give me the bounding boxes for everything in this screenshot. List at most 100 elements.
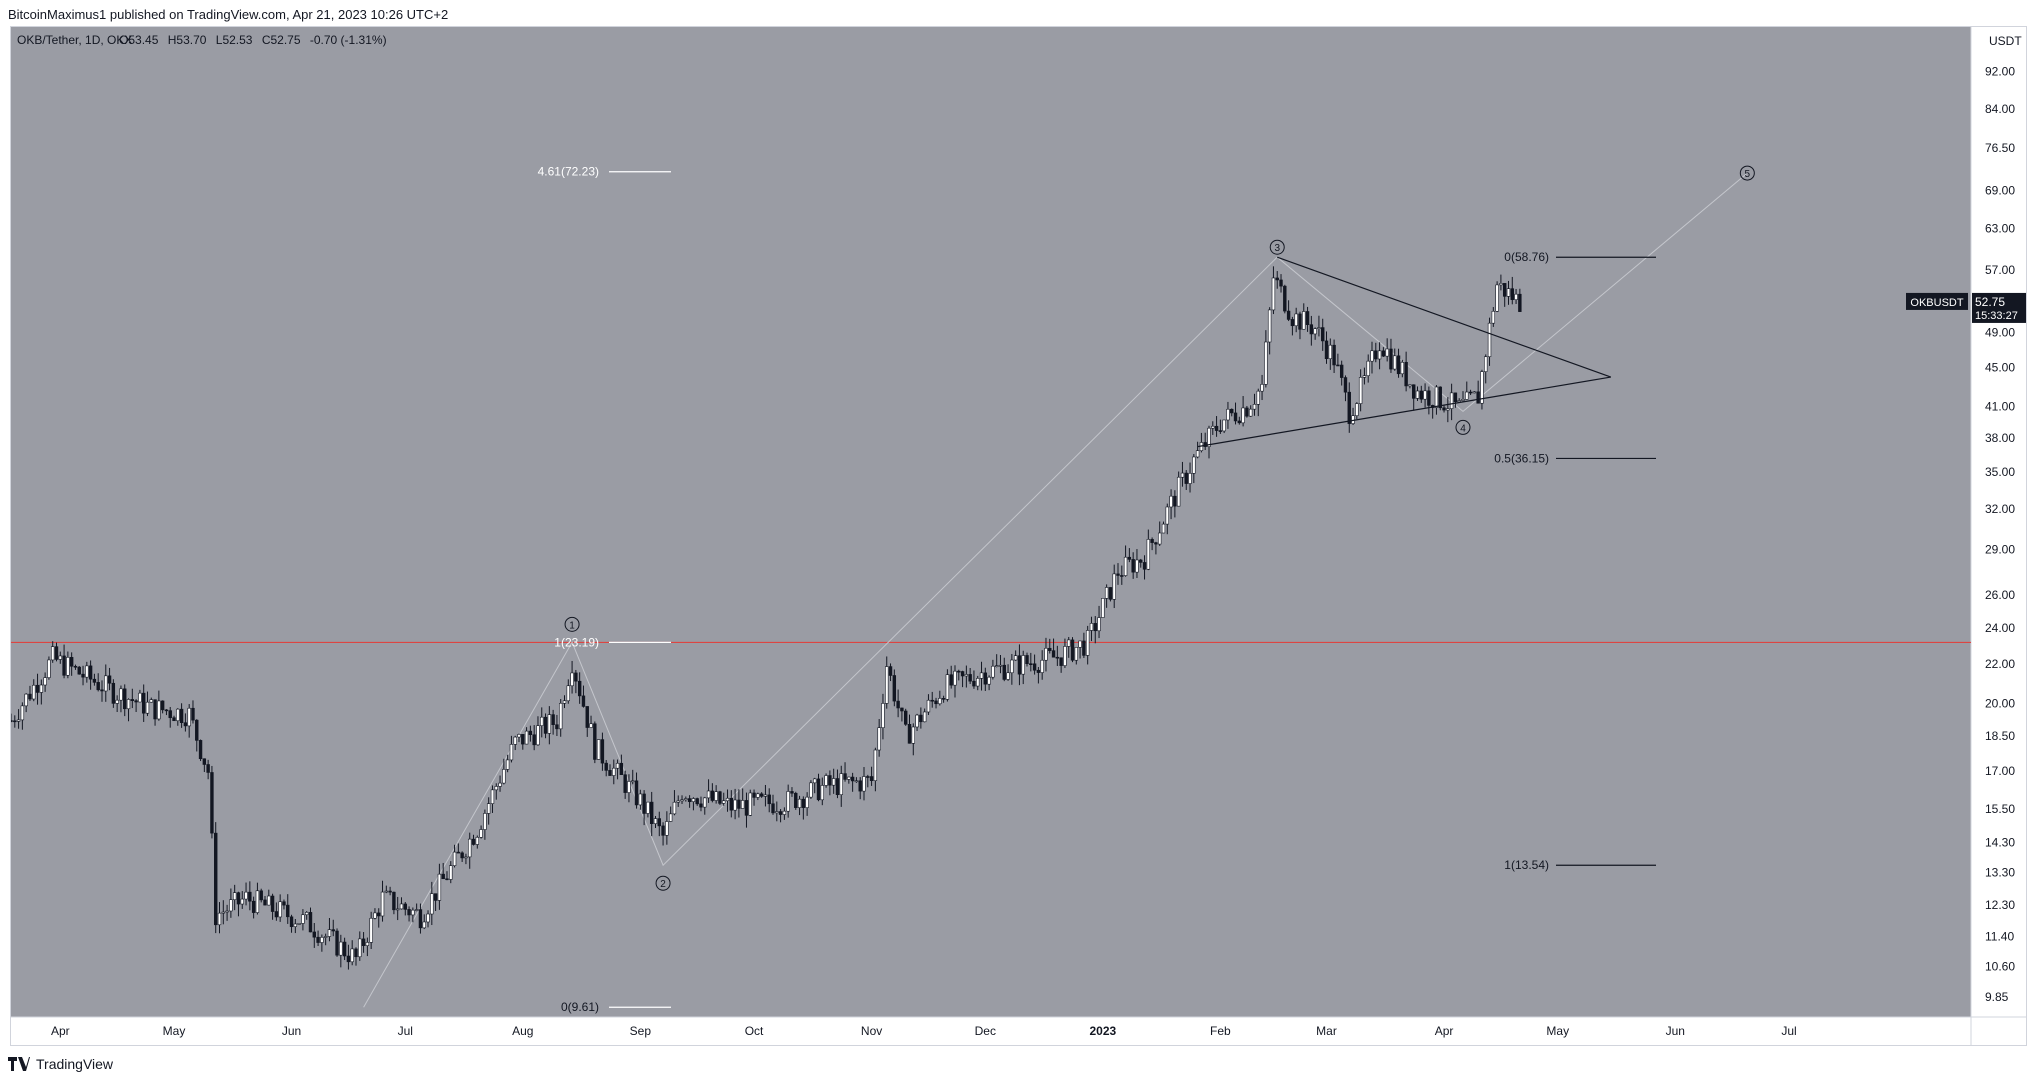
triangle-upper-trendline xyxy=(1277,256,1612,378)
candle-body xyxy=(839,773,843,796)
chart-panel[interactable]: OKB/Tether, 1D, OKX O53.45 H53.70 L52.53… xyxy=(10,26,2027,1046)
candle-body xyxy=(441,873,445,880)
candle-body xyxy=(979,672,984,679)
wave-label-number: 2 xyxy=(660,879,666,890)
candle-body xyxy=(81,673,85,678)
candle-body xyxy=(1480,371,1484,404)
fib-left-level-label: 4.61(72.23) xyxy=(538,165,599,179)
candle-body xyxy=(1010,659,1014,674)
price-tag-box xyxy=(1972,292,2026,323)
candle-body xyxy=(1006,672,1010,680)
candle-body xyxy=(1457,400,1461,403)
candle-body xyxy=(384,890,389,893)
low-label: L xyxy=(216,33,223,47)
change-value: -0.70 (-1.31%) xyxy=(310,33,387,47)
candle-body xyxy=(722,800,726,804)
candle-body xyxy=(744,800,749,816)
candle-body xyxy=(395,908,400,911)
candle-body xyxy=(752,792,756,798)
candle-body xyxy=(1131,559,1135,573)
candle-body xyxy=(240,898,244,905)
candle-body xyxy=(486,803,491,814)
candle-body xyxy=(1222,419,1226,432)
candle-body xyxy=(77,666,81,675)
candle-body xyxy=(62,655,66,676)
candle-body xyxy=(1116,573,1120,576)
candle-body xyxy=(574,672,578,682)
time-tick-label: Aug xyxy=(512,1024,533,1038)
candle-body xyxy=(869,776,874,781)
candle-body xyxy=(976,678,980,687)
candle-body xyxy=(267,895,271,906)
candle-body xyxy=(1491,310,1496,324)
candle-body xyxy=(286,904,290,918)
candle-body xyxy=(1158,532,1162,545)
candle-body xyxy=(1021,655,1025,675)
candle-body xyxy=(426,913,430,923)
price-tick-label: 92.00 xyxy=(1985,65,2015,79)
price-tick-label: 38.00 xyxy=(1985,431,2015,445)
time-tick-label: Apr xyxy=(1435,1024,1454,1038)
candle-body xyxy=(20,705,25,721)
candle-body xyxy=(1112,573,1116,600)
price-tick-label: 29.00 xyxy=(1985,543,2015,557)
currency-label: USDT xyxy=(1989,34,2022,48)
candle-body xyxy=(126,699,131,710)
candle-body xyxy=(475,837,480,845)
candle-body xyxy=(1169,495,1173,508)
candle-body xyxy=(225,910,229,913)
candle-body xyxy=(756,793,760,798)
candle-body xyxy=(1093,623,1097,632)
candle-body xyxy=(1408,384,1412,387)
candlestick-chart[interactable]: OKB/Tether, 1D, OKX O53.45 H53.70 L52.53… xyxy=(11,27,2026,1045)
candle-body xyxy=(1074,647,1078,661)
candle-body xyxy=(1339,364,1344,378)
time-tick-label: Sep xyxy=(630,1024,652,1038)
candle-body xyxy=(524,730,529,745)
candle-body xyxy=(1476,391,1480,404)
time-axis[interactable]: Apr May Jun Jul Aug Sep Oct Nov Dec 2023 Feb Mar Apr… xyxy=(51,1024,1797,1038)
price-tick-label: 76.50 xyxy=(1985,141,2015,155)
candle-body xyxy=(615,762,620,769)
time-tick-label: Mar xyxy=(1316,1024,1337,1038)
candle-body xyxy=(145,701,150,714)
time-tick-label: Dec xyxy=(975,1024,996,1038)
candle-body xyxy=(354,948,358,958)
price-tag-countdown: 15:33:27 xyxy=(1975,310,2018,322)
tradingview-footer[interactable]: TradingView xyxy=(8,1052,113,1076)
candle-body xyxy=(1048,647,1052,651)
candle-body xyxy=(631,780,635,783)
candle-body xyxy=(612,767,616,776)
candle-body xyxy=(1120,575,1124,577)
candle-body xyxy=(1067,639,1071,647)
candle-body xyxy=(1165,506,1169,525)
candle-body xyxy=(66,657,70,676)
candle-body xyxy=(494,786,498,791)
candle-body xyxy=(1415,390,1420,399)
candle-body xyxy=(43,677,47,686)
candle-body xyxy=(930,699,934,702)
candle-body xyxy=(820,785,824,801)
candle-body xyxy=(888,666,893,676)
candle-body xyxy=(566,685,570,702)
candle-body xyxy=(904,710,908,725)
price-axis[interactable]: 92.0084.0076.5069.0063.0057.0052.0049.00… xyxy=(1985,65,2015,1004)
published-by-header: BitcoinMaximus1 published on TradingView… xyxy=(8,4,448,26)
candle-body xyxy=(581,695,586,707)
candle-body xyxy=(1419,390,1423,400)
price-tick-label: 18.50 xyxy=(1985,729,2015,743)
candle-body xyxy=(665,821,669,836)
price-tick-label: 12.30 xyxy=(1985,898,2015,912)
candle-body xyxy=(1192,456,1196,474)
candle-body xyxy=(945,674,950,700)
candle-body xyxy=(661,825,665,836)
open-value: 53.45 xyxy=(128,33,158,47)
candle-body xyxy=(608,770,612,776)
fib-right-level-label: 0.5(36.15) xyxy=(1494,451,1549,465)
candle-body xyxy=(1104,587,1109,599)
triangle-pattern xyxy=(1197,256,1612,448)
candle-body xyxy=(123,688,127,710)
candle-body xyxy=(885,666,889,704)
candle-body xyxy=(104,675,108,692)
